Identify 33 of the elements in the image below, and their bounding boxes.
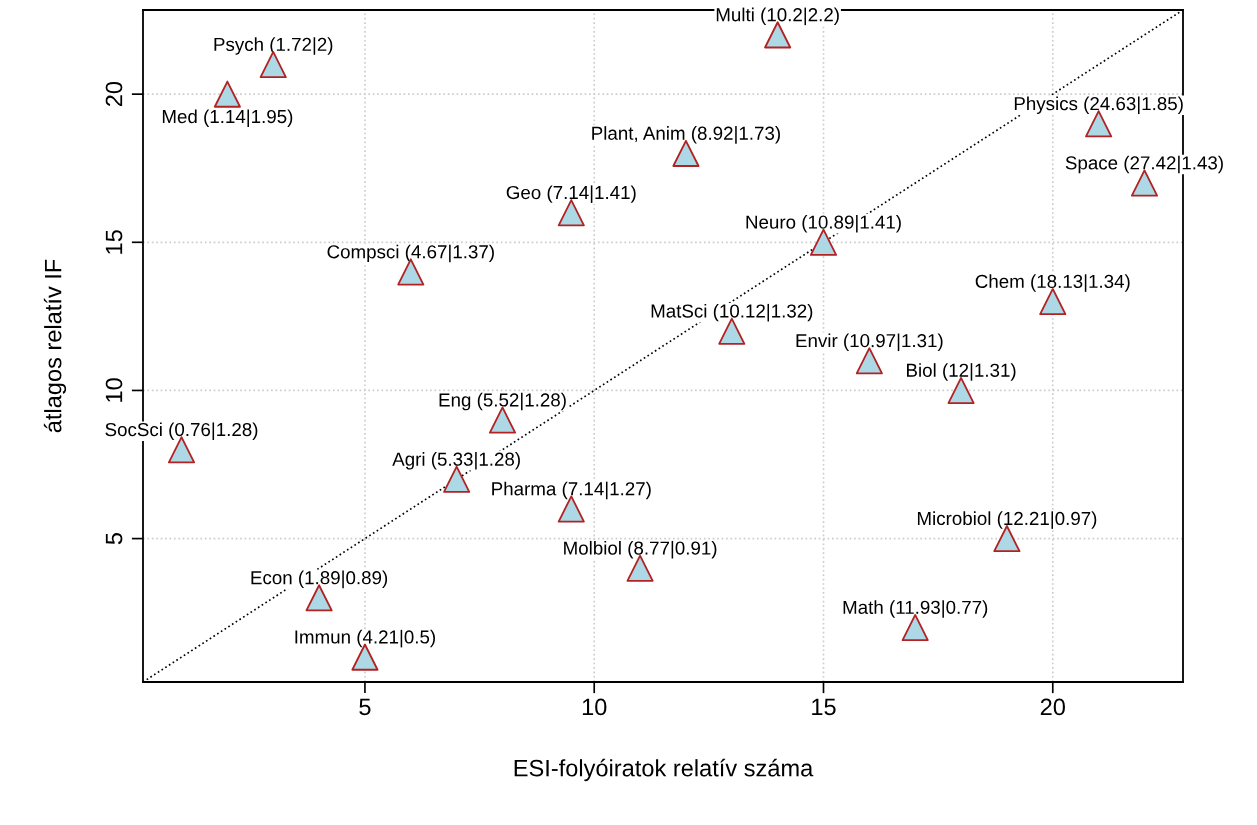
x-tick-label: 5 [359, 698, 371, 716]
y-tick-label: 15 [105, 230, 123, 254]
annotation: Microbiol (12.21|0.97) [917, 511, 1097, 529]
annotation: Immun (4.21|0.5) [295, 629, 435, 648]
annotation: Psych (1.72|2) [214, 37, 333, 55]
annotation: Eng (5.52|1.28) [439, 392, 566, 411]
x-tick-label: 20 [1040, 698, 1065, 716]
annotation: Space (27.42|1.43) [1065, 155, 1223, 174]
point [213, 80, 241, 108]
y-tick-label: 20 [105, 81, 123, 107]
annotation: SocSci (0.76|1.28) [105, 422, 258, 440]
annotation: Biol (12|1.31) [907, 363, 1016, 381]
x-tick-label: 10 [582, 698, 607, 716]
annotation: Pharma (7.14|1.27) [492, 481, 651, 500]
annotation: MatSci (10.12|1.32) [651, 303, 813, 322]
annotation: Plant, Anim (8.92|1.73) [592, 126, 780, 144]
x-tick-label: 15 [812, 698, 836, 716]
annotation: Chem (18.13|1.34) [975, 274, 1130, 292]
y-axis-title: átlagos relatív IF [43, 259, 67, 433]
annotation: Neuro (10.89|1.41) [746, 215, 901, 233]
y-tick-label: 5 [105, 533, 123, 545]
y-tick-label: 10 [105, 378, 123, 402]
annotation: Molbiol (8.77|0.91) [564, 540, 717, 559]
annotation: Math (11.93|0.77) [843, 600, 988, 618]
annotation: Geo (7.14|1.41) [506, 185, 636, 203]
annotation: Agri (5.33|1.28) [392, 452, 520, 470]
annotation: Physics (24.63|1.85) [1014, 96, 1183, 115]
x-axis-title: ESI-folyóiratok relatív száma [514, 758, 814, 782]
annotation: Multi (10.2|2.2) [716, 7, 839, 26]
annotation: Econ (1.89|0.89) [251, 570, 388, 589]
annotation: Compsci (4.67|1.37) [327, 244, 494, 263]
annotation: Envir (10.97|1.31) [796, 333, 943, 352]
annotation: Med (1.14|1.95) [162, 109, 293, 127]
